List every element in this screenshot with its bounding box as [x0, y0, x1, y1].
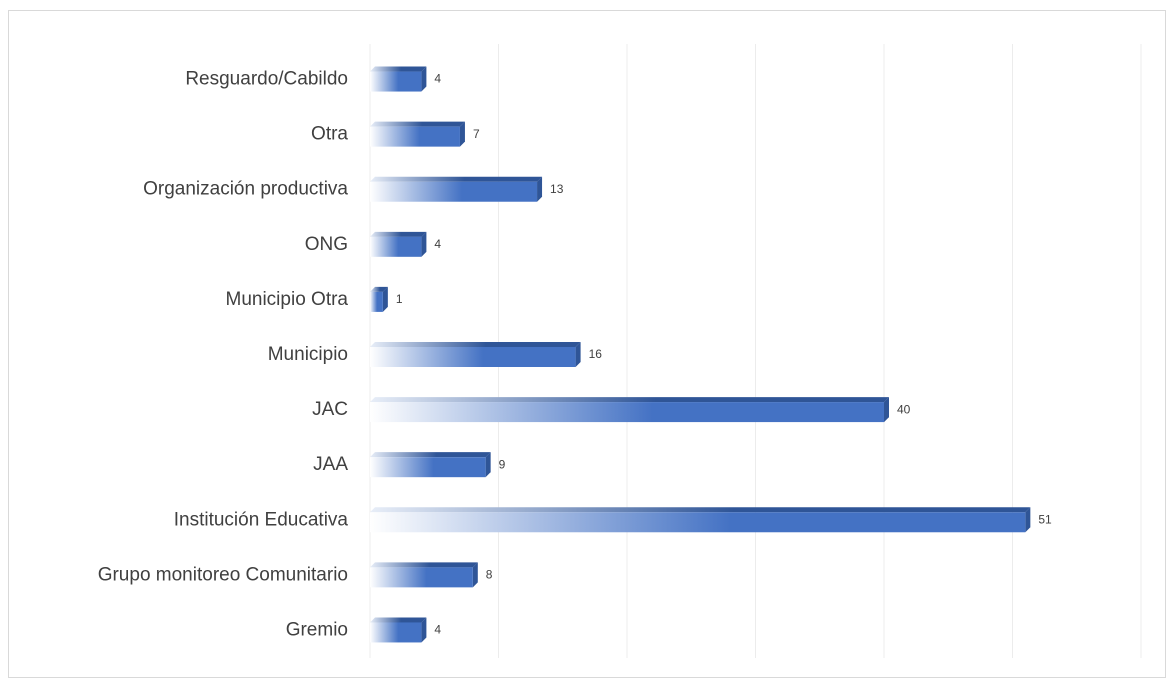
bar: [370, 66, 427, 92]
bar-side: [459, 121, 465, 147]
bar-side: [575, 342, 581, 367]
bar-top: [370, 66, 427, 72]
bar: [370, 452, 491, 478]
bar-top: [370, 507, 1031, 513]
bar-front: [370, 512, 1026, 533]
data-label: 40: [897, 402, 911, 416]
bar: [370, 507, 1031, 533]
bar-side: [421, 231, 427, 257]
bar-side: [485, 452, 491, 478]
bar-side: [421, 66, 427, 92]
bar-top: [370, 617, 427, 623]
bar-top: [370, 231, 427, 237]
bar-top: [370, 286, 388, 292]
data-label: 1: [396, 292, 403, 306]
bar: [370, 231, 427, 257]
chart-border: [8, 10, 1166, 678]
data-label: 7: [473, 127, 480, 141]
bar-side: [421, 617, 427, 643]
y-tick-label: Institución Educativa: [174, 509, 349, 530]
bar-side: [537, 176, 543, 202]
data-label: 9: [499, 457, 506, 471]
bar-front: [370, 126, 460, 147]
bar-side: [1025, 507, 1031, 533]
bar-front: [370, 71, 422, 92]
bar-front: [370, 622, 422, 643]
y-tick-label: Gremio: [286, 619, 348, 640]
bar-top: [370, 176, 543, 182]
data-label: 51: [1038, 512, 1052, 526]
bar-side: [472, 562, 478, 588]
y-tick-label: Resguardo/Cabildo: [185, 69, 348, 90]
y-tick-label: Grupo monitoreo Comunitario: [98, 564, 348, 585]
y-tick-label: JAA: [313, 454, 348, 475]
data-label: 4: [434, 623, 441, 637]
bar-side: [382, 286, 388, 312]
data-label: 8: [486, 568, 493, 582]
y-tick-label: Municipio: [268, 344, 348, 365]
bar-front: [370, 457, 486, 478]
bar-front: [370, 181, 538, 202]
bar-front: [370, 347, 576, 367]
bar-front: [370, 567, 473, 588]
bar: [370, 397, 889, 423]
bar-top: [370, 397, 889, 403]
bar-front: [370, 402, 884, 423]
bar-top: [370, 562, 478, 568]
bar-top: [370, 452, 491, 458]
bar-front: [370, 291, 383, 312]
bar: [370, 286, 388, 312]
bar-front: [370, 236, 422, 257]
y-tick-label: Otra: [311, 124, 348, 145]
bar: [370, 562, 478, 588]
data-label: 13: [550, 182, 564, 196]
bar: [370, 342, 581, 367]
data-label: 4: [434, 237, 441, 251]
bar: [370, 617, 427, 643]
bar: [370, 176, 543, 202]
bar-side: [884, 397, 889, 423]
bar-top: [370, 342, 581, 347]
bar-top: [370, 121, 465, 127]
data-label: 4: [434, 72, 441, 86]
y-tick-label: JAC: [312, 399, 348, 420]
data-label: 16: [589, 347, 603, 361]
y-tick-label: Municipio Otra: [226, 289, 349, 310]
y-tick-label: ONG: [305, 234, 348, 255]
bar: [370, 121, 465, 147]
y-tick-label: Organización productiva: [143, 179, 348, 200]
